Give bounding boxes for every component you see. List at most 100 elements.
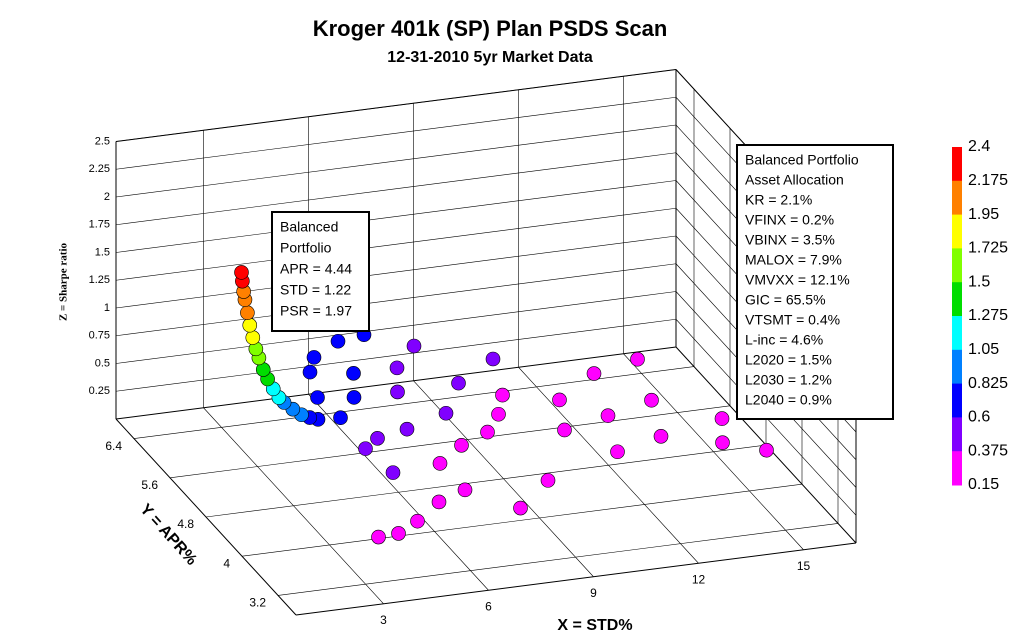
point (630, 351, 645, 367)
z-tick-label: 2.25 (89, 163, 110, 175)
y-tick-label: 4 (223, 556, 230, 570)
colorbar-swatch (952, 180, 962, 216)
colorbar-swatch (952, 316, 962, 351)
colorbar-swatch (952, 248, 962, 283)
colorbar-swatch (952, 349, 962, 385)
annotation-box: Balanced Portfolio APR = 4.44 STD = 1.22 PSR… (271, 211, 370, 332)
y-tick-label: 4.8 (177, 517, 194, 531)
z-axis-label: Z = Sharpe ratio (58, 242, 70, 321)
chart-title: Kroger 401k (SP) Plan PSDS Scan (313, 16, 668, 41)
point (714, 411, 730, 426)
point (385, 465, 401, 480)
annotation-line: VTSMT = 0.4% (745, 312, 840, 328)
x-tick-label: 6 (485, 599, 492, 613)
point (495, 387, 510, 403)
chart-subtitle: 12-31-2010 5yr Market Data (387, 49, 593, 66)
colorbar-tick-label: 2.4 (968, 138, 990, 155)
z-tick-label: 1 (104, 302, 110, 314)
point (302, 364, 318, 380)
point (610, 444, 625, 460)
annotation-line: GIC = 65.5% (745, 292, 826, 308)
point (358, 441, 373, 456)
point (346, 390, 362, 405)
x-tick-label: 3 (380, 613, 387, 627)
point (399, 421, 415, 437)
z-tick-label: 2.5 (95, 135, 110, 147)
grid-line (115, 96, 677, 170)
z-tick-label: 0.75 (89, 330, 110, 342)
grid-line (115, 207, 677, 281)
annotation-line: VBINX = 3.5% (745, 232, 835, 248)
point (371, 529, 386, 545)
grid-line (115, 180, 677, 253)
colorbar-tick-label: 2.175 (968, 172, 1008, 189)
point (330, 333, 346, 349)
point (240, 305, 255, 321)
annotation-line: Asset Allocation (745, 172, 844, 188)
y-tick-label: 6.4 (105, 439, 122, 453)
grid-line (115, 152, 677, 226)
annotation-line: STD = 1.22 (280, 282, 351, 298)
annotation-line: L2030 = 1.2% (745, 372, 832, 388)
point (513, 500, 528, 516)
box-edge (115, 346, 677, 420)
colorbar-tick-label: 1.275 (968, 307, 1008, 324)
point (390, 384, 405, 400)
x-tick-label: 15 (797, 559, 811, 573)
colorbar-swatch (952, 147, 962, 182)
point (431, 494, 447, 510)
x-tick-label: 12 (692, 572, 706, 586)
point (552, 392, 567, 408)
colorbar-tick-label: 0.375 (968, 442, 1008, 459)
z-tick-label: 0.5 (95, 357, 110, 369)
box-edge (295, 542, 857, 616)
point (457, 482, 473, 498)
point (454, 437, 469, 453)
colorbar-swatch (952, 214, 962, 249)
grid-line (115, 124, 677, 198)
grid-line (115, 291, 677, 364)
annotation-line: Balanced Portfolio (745, 152, 859, 168)
z-tick-label: 1.25 (89, 274, 110, 286)
point (234, 265, 249, 280)
annotation-line: VMVXX = 12.1% (745, 272, 850, 288)
colorbar-tick-label: 1.95 (968, 206, 999, 223)
point (480, 424, 495, 440)
point (644, 392, 659, 408)
point (389, 360, 405, 376)
annotation-line: L2040 = 0.9% (745, 392, 832, 408)
colorbar-tick-label: 0.15 (968, 476, 999, 493)
grid-line (115, 318, 677, 392)
y-tick-label: 5.6 (141, 478, 158, 492)
colorbar-swatch (952, 451, 962, 486)
y-tick-label: 3.2 (249, 596, 266, 610)
point (333, 410, 348, 426)
grid-line (115, 69, 677, 142)
point (245, 330, 261, 345)
point (540, 473, 556, 488)
grid-line (115, 263, 677, 337)
point (451, 375, 466, 391)
grid-line (241, 483, 803, 557)
point (391, 526, 406, 541)
colorbar-swatch (952, 417, 962, 452)
point (715, 435, 730, 450)
annotation-frame (736, 144, 894, 420)
z-tick-label: 2 (104, 191, 110, 203)
point (410, 513, 425, 529)
grid-line (133, 366, 695, 439)
grid-line (169, 405, 731, 479)
point (406, 338, 422, 354)
annotation-line: L-inc = 4.6% (745, 332, 823, 348)
colorbar-tick-label: 0.825 (968, 375, 1008, 392)
annotation-box: Balanced Portfolio Asset Allocation KR = 2… (736, 144, 894, 420)
x-tick-label: 9 (590, 586, 597, 600)
point (600, 408, 616, 423)
colorbar-tick-label: 1.725 (968, 240, 1008, 257)
annotation-line: L2020 = 1.5% (745, 352, 832, 368)
annotation-line: KR = 2.1% (745, 192, 812, 208)
point (485, 351, 501, 367)
z-tick-label: 0.25 (89, 385, 110, 397)
annotation-line: Portfolio (280, 240, 332, 256)
